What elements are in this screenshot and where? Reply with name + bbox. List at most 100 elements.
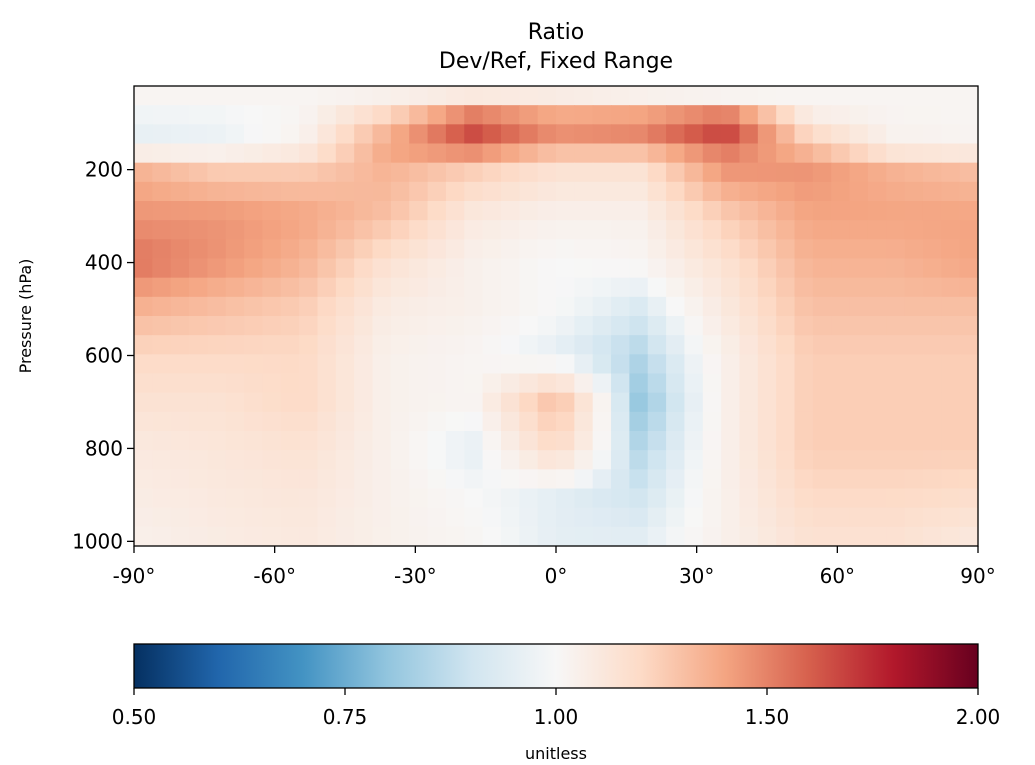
heatmap-cell: [721, 239, 741, 260]
heatmap-cell: [757, 162, 777, 183]
heatmap-cell: [409, 162, 429, 183]
heatmap-cell: [849, 220, 869, 240]
heatmap-cell: [721, 277, 741, 298]
heatmap-cell: [152, 488, 172, 509]
heatmap-cell: [354, 105, 374, 125]
heatmap-cell: [666, 105, 686, 125]
heatmap-cell: [207, 201, 227, 221]
heatmap-cell: [831, 507, 851, 528]
heatmap-cell: [335, 105, 355, 125]
heatmap-cell: [922, 450, 942, 470]
heatmap-cell: [592, 354, 612, 375]
heatmap-cell: [684, 335, 704, 355]
heatmap-cell: [537, 86, 557, 106]
heatmap-cell: [500, 411, 520, 432]
heatmap-cell: [647, 469, 667, 490]
heatmap-cell: [611, 526, 630, 547]
heatmap-cell: [170, 431, 190, 451]
heatmap-cell: [445, 316, 465, 336]
heatmap-cell: [867, 277, 887, 298]
heatmap-cell: [904, 373, 924, 394]
heatmap-cell: [886, 507, 906, 528]
heatmap-cell: [574, 411, 594, 432]
heatmap-cell: [280, 162, 300, 183]
heatmap-cell: [702, 124, 722, 145]
heatmap-cell: [170, 354, 190, 375]
heatmap-cell: [244, 239, 264, 260]
heatmap-cell: [335, 335, 355, 355]
heatmap-cell: [776, 373, 796, 394]
heatmap-cell: [317, 526, 337, 547]
heatmap-cell: [464, 411, 484, 432]
heatmap-cell: [225, 411, 245, 432]
heatmap-cell: [262, 181, 282, 202]
heatmap-cell: [867, 105, 887, 125]
colorbar-tick-label: 1.00: [534, 705, 579, 729]
heatmap-cell: [794, 105, 814, 125]
heatmap-cell: [335, 469, 355, 490]
heatmap-cell: [666, 488, 686, 509]
heatmap-cell: [922, 201, 942, 221]
heatmap-cell: [537, 316, 557, 336]
heatmap-cell: [299, 181, 319, 202]
heatmap-cell: [867, 86, 887, 106]
heatmap-cell: [519, 181, 539, 202]
heatmap-cell: [647, 335, 667, 355]
heatmap-cell: [170, 316, 190, 336]
heatmap-cell: [831, 431, 851, 451]
heatmap-cell: [611, 86, 630, 106]
heatmap-cell: [959, 373, 979, 394]
heatmap-cell: [390, 526, 410, 547]
heatmap-cell: [776, 239, 796, 260]
heatmap-cell: [647, 162, 667, 183]
heatmap-cell: [482, 469, 502, 490]
heatmap-cell: [922, 373, 942, 394]
heatmap-cell: [922, 431, 942, 451]
heatmap-cell: [409, 373, 429, 394]
heatmap-cell: [886, 411, 906, 432]
heatmap-cell: [666, 335, 686, 355]
heatmap-cell: [335, 488, 355, 509]
heatmap-cell: [299, 201, 319, 221]
heatmap-cell: [537, 373, 557, 394]
heatmap-cell: [299, 277, 319, 298]
heatmap-cell: [152, 392, 172, 413]
heatmap-cell: [482, 373, 502, 394]
heatmap-cell: [794, 124, 814, 145]
heatmap-cell: [629, 162, 649, 183]
colorbar-ticks: 0.50 0.75 1.00 1.50 2.00: [112, 688, 1000, 729]
heatmap-cell: [794, 411, 814, 432]
heatmap-cell: [959, 316, 979, 336]
heatmap-cell: [739, 507, 759, 528]
heatmap-cell: [556, 335, 575, 355]
heatmap-cell: [280, 469, 300, 490]
heatmap-cell: [941, 239, 961, 260]
heatmap-cell: [189, 181, 208, 202]
heatmap-cell: [317, 411, 337, 432]
heatmap-cell: [390, 105, 410, 125]
heatmap-cell: [757, 373, 777, 394]
heatmap-cell: [519, 450, 539, 470]
heatmap-cell: [537, 469, 557, 490]
heatmap-cell: [152, 277, 172, 298]
heatmap-cell: [317, 277, 337, 298]
heatmap-cell: [537, 220, 557, 240]
heatmap-cell: [280, 201, 300, 221]
heatmap-cell: [464, 239, 484, 260]
heatmap-cell: [867, 450, 887, 470]
heatmap-cell: [445, 143, 465, 164]
heatmap-cell: [354, 316, 374, 336]
heatmap-cell: [427, 354, 447, 375]
heatmap-cell: [904, 86, 924, 106]
heatmap-cell: [152, 296, 172, 317]
heatmap-cell: [262, 450, 282, 470]
heatmap-cell: [335, 316, 355, 336]
x-tick-label: -60°: [253, 564, 296, 588]
heatmap-cell: [500, 258, 520, 279]
heatmap-cell: [574, 277, 594, 298]
heatmap-cell: [556, 488, 575, 509]
heatmap-cell: [354, 526, 374, 547]
heatmap-cell: [262, 373, 282, 394]
heatmap-cell: [574, 143, 594, 164]
heatmap-cell: [189, 507, 208, 528]
